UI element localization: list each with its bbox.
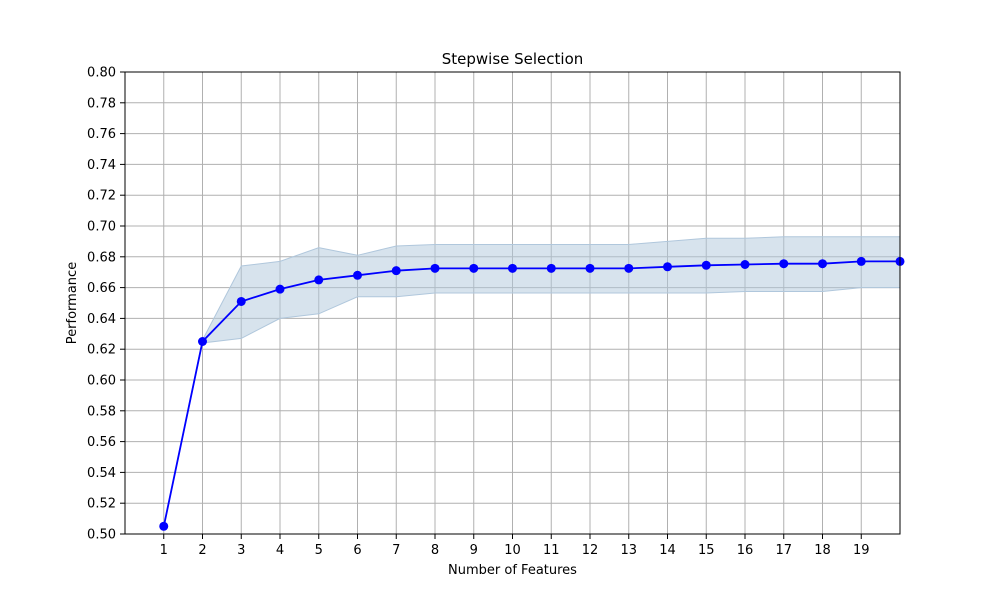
data-point xyxy=(740,260,750,269)
data-point xyxy=(508,263,517,273)
y-tick-label: 0.70 xyxy=(87,220,116,235)
y-tick-label: 0.56 xyxy=(87,435,116,450)
x-axis-label: Number of Features xyxy=(448,563,577,578)
x-tick-label: 14 xyxy=(659,543,676,558)
data-point xyxy=(779,259,789,269)
data-point xyxy=(546,263,556,273)
data-point xyxy=(430,263,440,273)
x-tick-label: 17 xyxy=(775,543,792,558)
series-line xyxy=(162,260,900,527)
y-tick-label: 0.68 xyxy=(87,250,116,265)
y-tick-label: 0.64 xyxy=(87,312,116,327)
data-point xyxy=(469,263,479,273)
data-point xyxy=(624,263,634,273)
data-point xyxy=(314,275,324,285)
y-tick-label: 0.74 xyxy=(87,158,116,173)
x-tick-label: 15 xyxy=(698,543,715,558)
y-axis-label: Performance xyxy=(65,262,80,344)
x-tick-label: 5 xyxy=(315,543,323,558)
x-tick-label: 6 xyxy=(353,543,361,558)
data-point xyxy=(198,337,207,346)
x-tick-label: 19 xyxy=(853,543,870,558)
x-tick-label: 9 xyxy=(470,543,478,558)
x-tick-label: 1 xyxy=(160,543,168,558)
data-point xyxy=(663,262,672,272)
x-tick-label: 13 xyxy=(620,543,637,558)
x-tick-label: 3 xyxy=(237,543,245,558)
y-tick-label: 0.60 xyxy=(87,374,116,389)
data-point xyxy=(585,263,595,273)
x-tick-label: 12 xyxy=(582,543,599,558)
data-point xyxy=(701,260,711,270)
confidence-band xyxy=(163,236,901,527)
y-tick-label: 0.50 xyxy=(87,528,116,543)
x-tick-label: 10 xyxy=(504,543,521,558)
data-point xyxy=(159,521,169,531)
y-tick-label: 0.52 xyxy=(87,497,116,512)
x-tick-label: 4 xyxy=(276,543,284,558)
y-tick-label: 0.58 xyxy=(87,404,116,419)
chart-title: Stepwise Selection xyxy=(442,50,584,68)
data-point xyxy=(353,270,362,280)
x-tick-label: 11 xyxy=(543,543,560,558)
y-tick-label: 0.80 xyxy=(87,66,116,81)
data-point xyxy=(236,296,246,306)
axes: 1 2 3 4 5 6 7 8 9 10 11 12 13 14 15 16 17 18 190.500.520.5… xyxy=(87,66,901,558)
y-tick-label: 0.62 xyxy=(87,343,116,358)
data-point xyxy=(818,259,827,269)
y-tick-label: 0.54 xyxy=(87,466,116,481)
x-tick-label: 16 xyxy=(737,543,754,558)
band-area xyxy=(163,236,901,527)
performance-series xyxy=(159,256,905,531)
x-tick-label: 8 xyxy=(431,543,439,558)
y-tick-label: 0.66 xyxy=(87,281,116,296)
y-tick-label: 0.76 xyxy=(87,127,116,142)
x-tick-label: 7 xyxy=(392,543,400,558)
y-tick-label: 0.72 xyxy=(87,189,116,204)
data-point xyxy=(275,284,285,294)
data-point xyxy=(856,256,866,266)
data-point xyxy=(391,266,401,276)
y-tick-label: 0.78 xyxy=(87,96,116,111)
x-tick-label: 2 xyxy=(198,543,206,558)
x-tick-label: 18 xyxy=(814,543,831,558)
